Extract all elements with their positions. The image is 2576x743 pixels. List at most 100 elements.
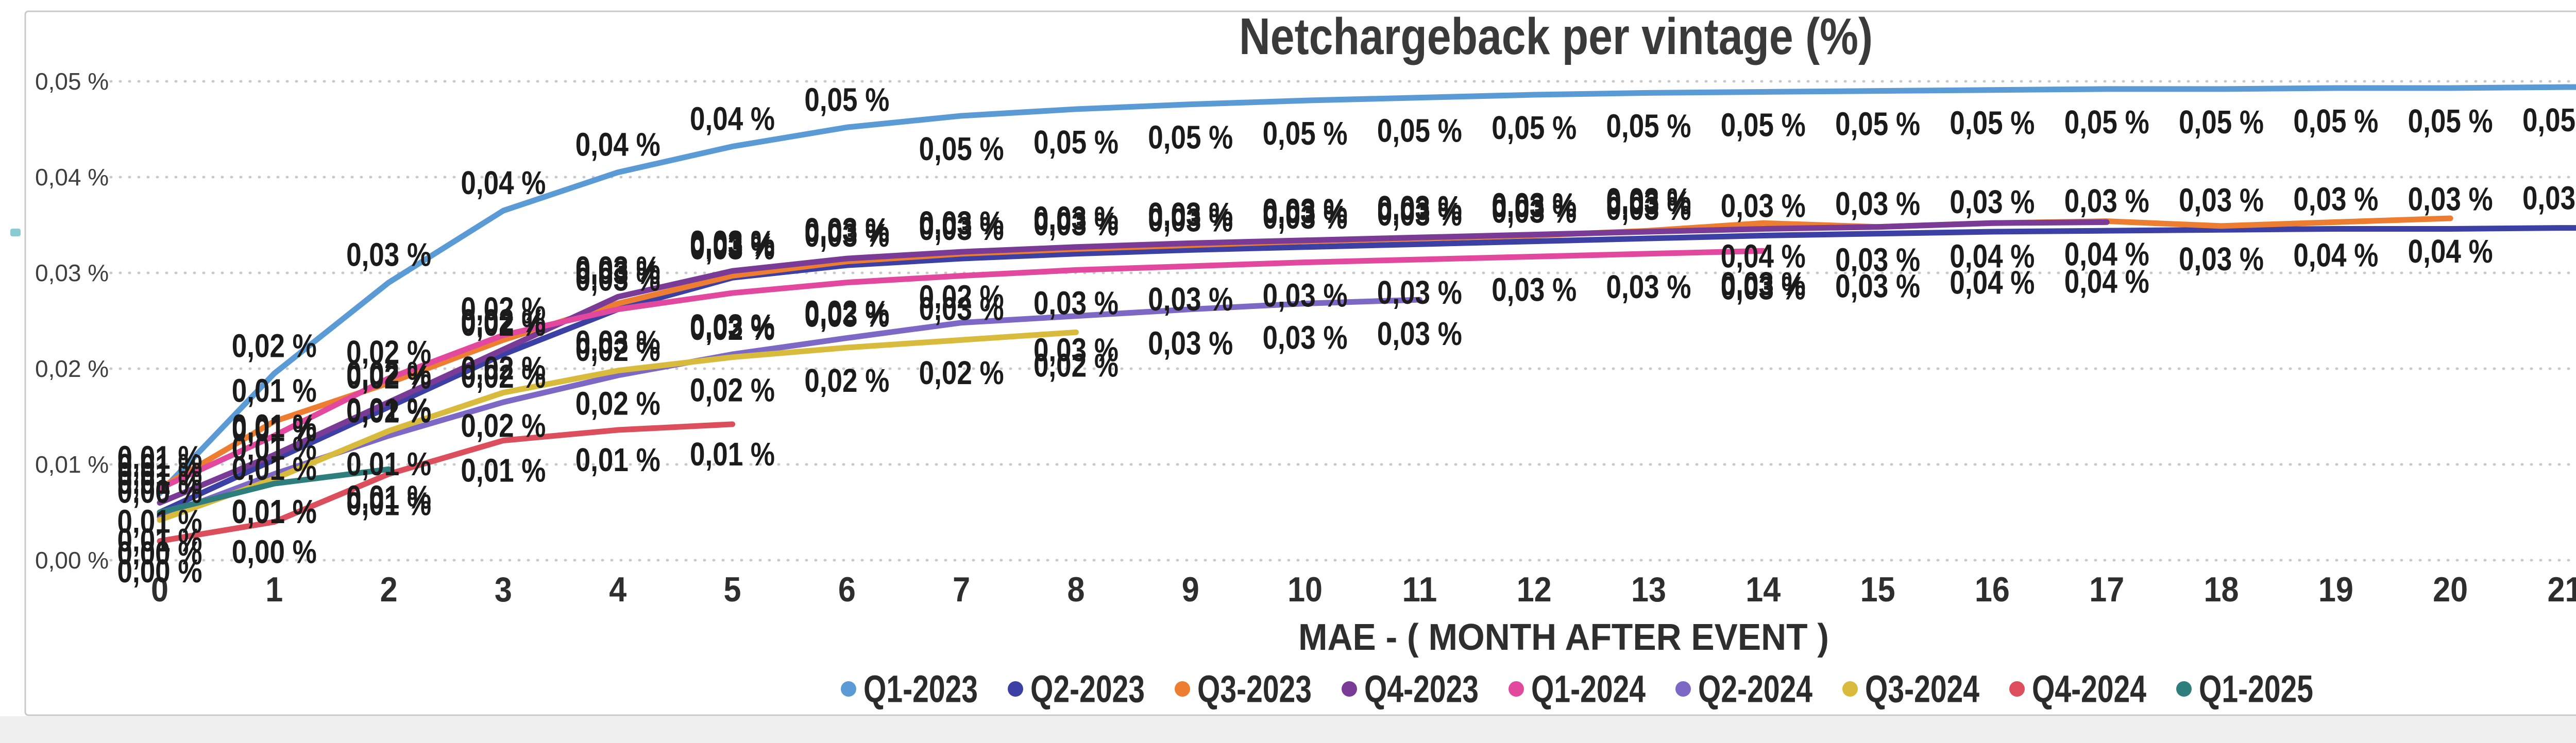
legend-marker-q3-2024 <box>1842 681 1858 697</box>
data-label-q3-2023-m19: 0,04 % <box>2293 236 2378 273</box>
x-tick-1: 1 <box>265 570 283 609</box>
series-line-q2-2023[interactable] <box>157 225 2576 515</box>
legend-label-q1-2023: Q1-2023 <box>863 668 978 711</box>
data-label-q2-2023-m3: 0,02 % <box>461 306 546 343</box>
data-label-q2-2023-m11: 0,03 % <box>1377 196 1462 233</box>
data-label-q3-2023-m2: 0,02 % <box>346 334 431 371</box>
x-tick-10: 10 <box>1287 570 1323 609</box>
x-tick-15: 15 <box>1860 570 1895 609</box>
data-label-q2-2023-m7: 0,03 % <box>919 210 1004 247</box>
data-label-q1-2023-m13: 0,05 % <box>1606 107 1691 144</box>
data-label-q1-2023-m17: 0,05 % <box>2064 103 2149 141</box>
data-label-q3-2023-m3: 0,02 % <box>461 290 546 327</box>
data-label-q2-2023-m2: 0,02 % <box>346 358 431 395</box>
data-label-q2-2024-m3: 0,02 % <box>461 358 546 395</box>
legend-label-q2-2023: Q2-2023 <box>1030 668 1145 711</box>
legend-item-q1-2023[interactable]: Q1-2023 <box>841 668 978 711</box>
data-label-q1-2024-m1: 0,01 % <box>232 450 317 487</box>
data-label-q2-2023-m12: 0,03 % <box>1492 193 1577 230</box>
data-label-q3-2023-m20: 0,04 % <box>2408 233 2493 270</box>
series-line-q1-2023[interactable] <box>157 84 2576 496</box>
data-label-q4-2023-m2: 0,02 % <box>346 355 431 392</box>
data-label-q2-2024-m10: 0,03 % <box>1263 319 1348 356</box>
data-label-q1-2024-m5: 0,03 % <box>690 307 775 344</box>
legend-item-q3-2023[interactable]: Q3-2023 <box>1175 668 1312 711</box>
legend-label-q4-2023: Q4-2023 <box>1364 668 1479 711</box>
data-label-q4-2023-m8: 0,03 % <box>1033 200 1118 237</box>
x-tick-20: 20 <box>2433 570 2468 609</box>
data-label-q3-2023-m15: 0,03 % <box>1835 241 1920 279</box>
legend-item-q4-2023[interactable]: Q4-2023 <box>1342 668 1479 711</box>
legend-label-q1-2024: Q1-2024 <box>1531 668 1646 711</box>
data-label-q1-2024-m4: 0,03 % <box>575 324 660 361</box>
data-label-q2-2023-m16: 0,03 % <box>1950 183 2035 220</box>
legend-item-q3-2024[interactable]: Q3-2024 <box>1842 668 1979 711</box>
data-label-q1-2024-m8: 0,03 % <box>1033 284 1118 321</box>
stray-marker <box>10 229 21 236</box>
data-label-q3-2024-m0: 0,00 % <box>117 534 202 572</box>
data-label-q4-2023-m17: 0,04 % <box>2064 263 2149 300</box>
data-label-q2-2024-m9: 0,03 % <box>1148 325 1233 362</box>
legend-item-q1-2024[interactable]: Q1-2024 <box>1509 668 1646 711</box>
data-label-q1-2023-m10: 0,05 % <box>1263 115 1348 152</box>
data-label-q4-2023-m4: 0,03 % <box>575 250 660 287</box>
data-label-q1-2024-m9: 0,03 % <box>1148 281 1233 318</box>
data-label-q3-2024-m8: 0,02 % <box>1033 347 1118 384</box>
data-label-q1-2023-m16: 0,05 % <box>1950 105 2035 142</box>
data-label-q1-2024-m2: 0,02 % <box>346 393 431 430</box>
data-label-q3-2023-m14: 0,04 % <box>1721 237 1806 274</box>
data-label-q1-2023-m11: 0,05 % <box>1377 112 1462 149</box>
legend-marker-q1-2025 <box>2176 681 2192 697</box>
data-label-q3-2024-m7: 0,02 % <box>919 354 1004 391</box>
data-label-q1-2025-m1: 0,01 % <box>232 493 317 530</box>
y-tick-0,02 %: 0,02 % <box>35 355 109 382</box>
x-tick-4: 4 <box>609 570 626 609</box>
data-label-q2-2023-m18: 0,03 % <box>2179 181 2264 218</box>
x-tick-21: 21 <box>2547 570 2576 609</box>
series-line-q3-2024[interactable] <box>157 329 1079 523</box>
legend-item-q1-2025[interactable]: Q1-2025 <box>2176 668 2313 711</box>
series-line-q4-2024[interactable] <box>157 421 736 544</box>
legend-item-q4-2024[interactable]: Q4-2024 <box>2009 668 2146 711</box>
data-label-q1-2025-m0: 0,01 % <box>117 522 202 559</box>
data-label-q4-2024-m0: 0,00 % <box>117 552 202 590</box>
data-label-q4-2023-m3: 0,02 % <box>461 302 546 339</box>
legend-marker-q2-2023 <box>1008 681 1023 697</box>
series-line-q4-2023[interactable] <box>157 219 2110 506</box>
legend-item-q2-2024[interactable]: Q2-2024 <box>1675 668 1812 711</box>
x-tick-2: 2 <box>380 570 398 609</box>
chart-title: Netchargeback per vintage (%) <box>1239 8 1873 65</box>
data-label-q1-2023-m5: 0,04 % <box>690 100 775 137</box>
data-label-q3-2024-m1: 0,01 % <box>232 493 317 530</box>
legend-label-q2-2024: Q2-2024 <box>1698 668 1812 711</box>
data-label-q4-2023-m14: 0,03 % <box>1721 269 1806 306</box>
data-label-q1-2023-m9: 0,05 % <box>1148 119 1233 156</box>
data-label-q2-2024-m7: 0,02 % <box>919 279 1004 316</box>
data-label-q3-2024-m2: 0,01 % <box>346 445 431 482</box>
data-label-q2-2023-m13: 0,03 % <box>1606 190 1691 227</box>
legend: Q1-2023 Q2-2023 Q3-2023 Q4-2023 Q1-2024 Q2-20… <box>841 668 2313 711</box>
series-lines <box>157 84 2576 544</box>
data-label-q3-2023-m1: 0,01 % <box>232 372 317 409</box>
legend-marker-q1-2024 <box>1509 681 1524 697</box>
data-point-labels: 0,01 %0,02 %0,03 %0,04 %0,04 %0,04 %0,05… <box>117 81 2576 590</box>
legend-label-q3-2023: Q3-2023 <box>1197 668 1312 711</box>
legend-label-q4-2024: Q4-2024 <box>2032 668 2146 711</box>
data-label-q2-2023-m4: 0,03 % <box>575 261 660 298</box>
data-label-q1-2023-m14: 0,05 % <box>1721 106 1806 143</box>
data-label-q1-2023-m21: 0,05 % <box>2522 101 2576 139</box>
x-tick-19: 19 <box>2318 570 2353 609</box>
series-line-q1-2025[interactable] <box>157 466 392 515</box>
x-tick-18: 18 <box>2204 570 2239 609</box>
data-label-q3-2023-m18: 0,03 % <box>2179 240 2264 278</box>
data-label-q4-2023-m12: 0,03 % <box>1492 187 1577 224</box>
data-label-q3-2023-m0: 0,01 % <box>117 439 202 476</box>
series-line-q1-2024[interactable] <box>157 248 1766 491</box>
legend-item-q2-2023[interactable]: Q2-2023 <box>1008 668 1145 711</box>
data-label-q1-2023-m18: 0,05 % <box>2179 103 2264 141</box>
data-label-q2-2023-m8: 0,03 % <box>1033 205 1118 243</box>
series-line-q2-2024[interactable] <box>157 297 1422 520</box>
data-label-q3-2023-m16: 0,04 % <box>1950 237 2035 274</box>
y-tick-0,01 %: 0,01 % <box>35 451 109 478</box>
